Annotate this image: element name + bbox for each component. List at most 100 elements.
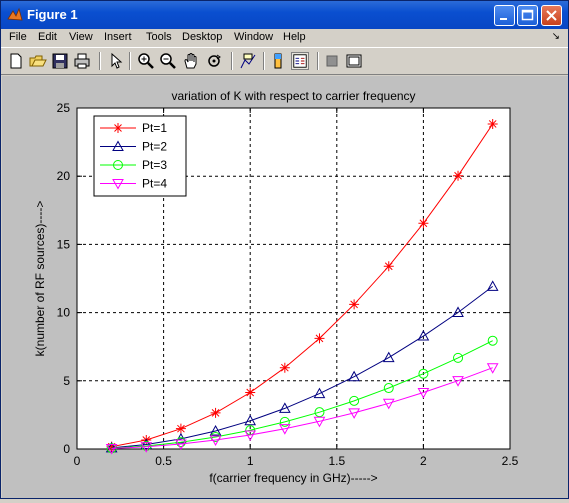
- data-point: [487, 335, 498, 346]
- colorbar-icon[interactable]: [269, 52, 287, 70]
- data-point: [314, 333, 325, 344]
- y-tick-label: 20: [57, 169, 71, 183]
- series-line: [111, 286, 494, 449]
- legend-label: Pt=1: [142, 121, 167, 135]
- chart-title: variation of K with respect to carrier f…: [171, 89, 415, 103]
- figure-toolbar: [1, 47, 568, 75]
- series-line: [111, 123, 494, 448]
- toolbar-separator: [231, 52, 233, 70]
- data-point: [105, 443, 118, 455]
- menu-help[interactable]: Help: [283, 31, 306, 43]
- legend-label: Pt=3: [142, 158, 167, 172]
- maximize-button[interactable]: [517, 5, 538, 26]
- data-point: [140, 438, 153, 449]
- menu-file[interactable]: File: [9, 31, 27, 43]
- data-point: [210, 407, 221, 418]
- y-tick-label: 10: [57, 306, 71, 320]
- x-tick-label: 0: [74, 454, 81, 468]
- data-point: [140, 442, 153, 453]
- data-point: [453, 352, 464, 363]
- menu-tools[interactable]: Tools: [146, 31, 172, 43]
- axes-box: [76, 107, 511, 450]
- data-point: [349, 299, 360, 310]
- menu-edit[interactable]: Edit: [38, 31, 57, 43]
- rotate-3d-icon[interactable]: [205, 52, 223, 70]
- close-icon: [546, 10, 557, 21]
- data-point: [278, 424, 291, 435]
- data-point: [418, 218, 429, 229]
- open-file-icon[interactable]: [29, 52, 47, 70]
- menu-overflow-icon[interactable]: ↘: [551, 31, 560, 42]
- figure-canvas: 0 0.5 1 1.5 2 2.5 0 5 10 15 20 25 variation of K wit…: [2, 76, 568, 498]
- menu-bar: File Edit View Insert Tools Desktop Wind…: [1, 29, 568, 47]
- data-point: [278, 402, 291, 413]
- window-title: Figure 1: [27, 7, 78, 22]
- minimize-button[interactable]: [494, 5, 515, 26]
- toolbar-separator: [129, 52, 131, 70]
- legend-marker: [113, 123, 123, 133]
- maximize-icon: [521, 9, 534, 21]
- data-cursor-icon[interactable]: [239, 52, 257, 70]
- data-point: [279, 416, 290, 427]
- zoom-in-icon[interactable]: [137, 52, 155, 70]
- data-point: [383, 261, 394, 272]
- data-point: [314, 407, 325, 418]
- plot-svg[interactable]: 0 0.5 1 1.5 2 2.5 0 5 10 15 20 25 variation of K wit…: [2, 76, 568, 498]
- pan-hand-icon[interactable]: [182, 52, 200, 70]
- data-point: [417, 330, 430, 341]
- data-point: [105, 441, 118, 453]
- data-point: [383, 383, 394, 394]
- legend-marker: [112, 179, 124, 190]
- legend-label: Pt=2: [142, 140, 167, 154]
- hide-plot-tools-icon[interactable]: [323, 52, 341, 70]
- print-icon[interactable]: [73, 52, 91, 70]
- x-tick-label: 2: [420, 454, 427, 468]
- data-point: [452, 306, 464, 317]
- data-point: [209, 424, 222, 436]
- x-tick-label: 1.5: [328, 454, 345, 468]
- save-icon[interactable]: [51, 52, 69, 70]
- data-point: [279, 362, 290, 373]
- x-axis-label: f(carrier frequency in GHz)----->: [209, 471, 377, 485]
- minimize-icon: [500, 18, 507, 20]
- data-point: [487, 118, 498, 129]
- data-point: [348, 408, 360, 419]
- y-tick-label: 0: [63, 442, 70, 456]
- y-tick-label: 25: [57, 101, 71, 115]
- legend-icon[interactable]: [291, 52, 309, 70]
- data-point: [348, 370, 360, 382]
- zoom-out-icon[interactable]: [159, 52, 177, 70]
- series-line: [111, 340, 493, 449]
- legend-marker: [113, 160, 123, 170]
- legend-box: [93, 115, 187, 197]
- y-axis-label: k(number of RF sources)---->: [33, 201, 47, 357]
- toolbar-separator: [317, 52, 319, 70]
- legend-label: Pt=4: [142, 177, 167, 191]
- x-tick-label: 1: [247, 454, 254, 468]
- y-tick-label: 15: [57, 237, 71, 251]
- menu-view[interactable]: View: [69, 31, 93, 43]
- toolbar-separator: [99, 52, 101, 70]
- data-point: [106, 441, 117, 452]
- data-point: [245, 387, 256, 398]
- x-tick-label: 0.5: [155, 454, 172, 468]
- menu-window[interactable]: Window: [234, 31, 274, 43]
- title-bar[interactable]: Figure 1: [1, 1, 568, 29]
- new-figure-icon[interactable]: [7, 52, 25, 70]
- data-point: [244, 430, 257, 441]
- data-point: [175, 439, 187, 450]
- menu-desktop[interactable]: Desktop: [182, 31, 223, 43]
- data-point: [417, 388, 430, 399]
- data-point: [486, 280, 499, 291]
- menu-insert[interactable]: Insert: [104, 31, 132, 43]
- close-button[interactable]: [541, 5, 562, 26]
- edit-plot-arrow-icon[interactable]: [107, 52, 125, 70]
- show-plot-tools-icon[interactable]: [345, 52, 363, 70]
- series-line: [111, 367, 493, 449]
- legend-marker: [112, 140, 124, 151]
- data-point: [244, 414, 257, 426]
- data-point: [452, 376, 464, 387]
- data-point: [486, 363, 499, 374]
- data-point: [453, 170, 464, 181]
